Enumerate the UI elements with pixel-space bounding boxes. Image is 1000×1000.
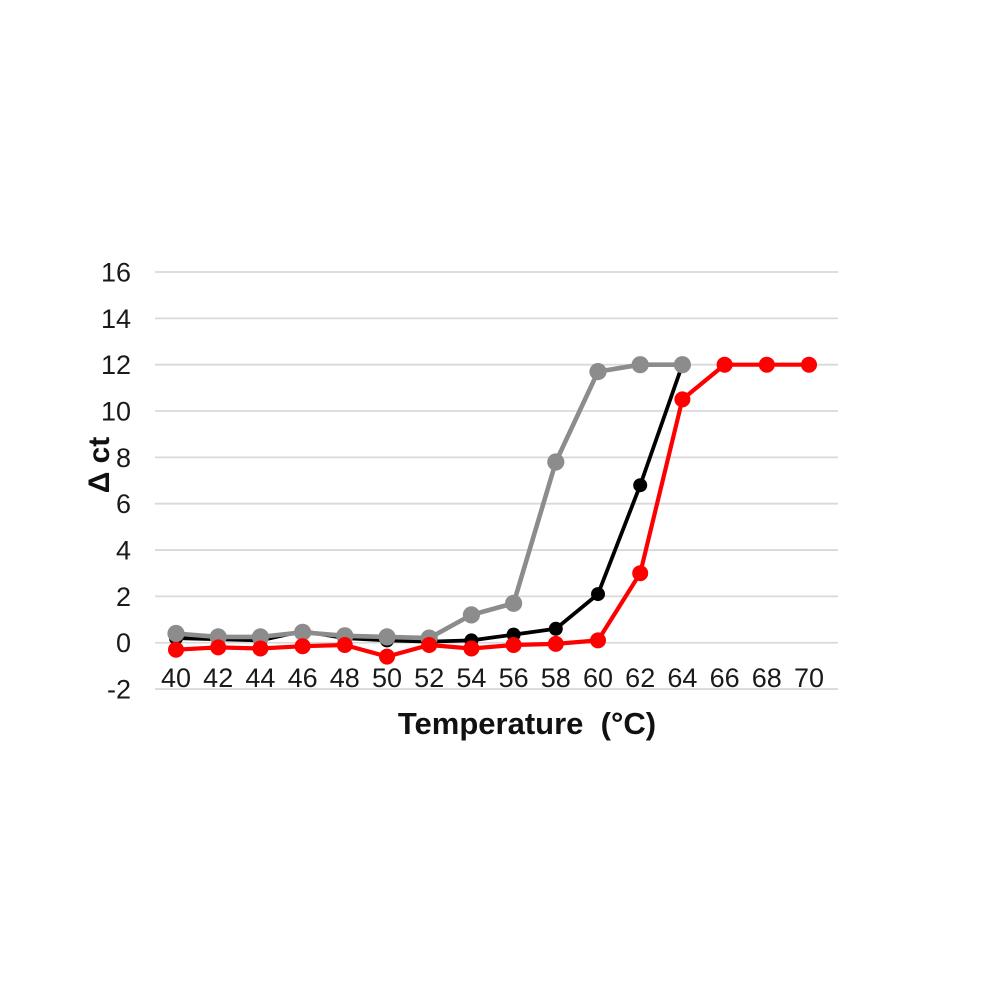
x-tick-label-48: 48: [330, 663, 360, 693]
y-tick-label-2: 2: [116, 582, 131, 612]
series-gray-marker-54: [462, 606, 480, 624]
x-tick-label-68: 68: [752, 663, 782, 693]
series-gray-marker-64: [673, 356, 692, 374]
x-tick-label-40: 40: [161, 663, 191, 693]
x-tick-label-56: 56: [499, 663, 529, 693]
series-gray-marker-44: [251, 628, 269, 646]
series-red-marker-54: [463, 640, 480, 657]
series-red-marker-70: [801, 356, 817, 373]
y-tick-label-0: 0: [116, 628, 131, 658]
series-red-marker-56: [505, 637, 522, 653]
y-axis-title: Δ ct: [83, 436, 116, 494]
series-red-marker-64: [674, 391, 691, 408]
series-red-marker-66: [716, 356, 733, 373]
x-tick-label-44: 44: [245, 663, 275, 693]
y-tick-label-16: 16: [101, 258, 131, 288]
series-red-marker-62: [632, 565, 649, 582]
series-red-marker-42: [210, 639, 227, 656]
x-tick-label-58: 58: [541, 663, 571, 693]
x-tick-label-60: 60: [583, 663, 613, 693]
series-red-line: [173, 362, 812, 659]
series-red-marker-46: [294, 638, 311, 655]
series-gray-marker-50: [378, 628, 396, 646]
series-red-marker-50: [379, 648, 395, 665]
series-gray-marker-56: [504, 594, 523, 612]
series-gray-marker-58: [547, 453, 565, 471]
y-tick-label--2: -2: [107, 675, 131, 705]
y-tick-label-12: 12: [101, 350, 131, 380]
x-tick-label-54: 54: [456, 663, 486, 693]
series-gray-marker-40: [167, 624, 185, 643]
series-red-marker-52: [421, 637, 438, 653]
series-gray-marker-46: [294, 623, 312, 641]
series-red-marker-58: [547, 635, 564, 652]
series-black-marker-62: [633, 478, 648, 493]
y-tick-label-8: 8: [116, 443, 131, 473]
x-tick-label-62: 62: [625, 663, 655, 693]
x-axis-title: Temperature (°C): [397, 706, 657, 741]
x-tick-label-52: 52: [414, 663, 444, 693]
y-tick-label-14: 14: [101, 304, 131, 334]
x-tick-label-46: 46: [288, 663, 318, 693]
x-tick-label-42: 42: [203, 663, 233, 693]
series-red-marker-60: [590, 632, 606, 649]
series-gray-marker-62: [631, 356, 649, 374]
y-tick-label-6: 6: [116, 489, 131, 519]
series-black-marker-60: [591, 587, 605, 602]
x-tick-label-66: 66: [710, 663, 740, 693]
y-tick-label-4: 4: [116, 536, 131, 566]
series-red-marker-40: [168, 641, 184, 658]
x-tick-label-50: 50: [372, 663, 402, 693]
series-black-marker-58: [548, 621, 563, 636]
series-red-marker-44: [252, 640, 269, 657]
x-tick-label-70: 70: [794, 663, 824, 693]
y-tick-label-10: 10: [101, 397, 131, 427]
series-red-marker-48: [336, 637, 353, 653]
series-red-marker-68: [758, 356, 775, 373]
series-gray-marker-60: [589, 363, 607, 381]
x-tick-label-64: 64: [667, 663, 697, 693]
